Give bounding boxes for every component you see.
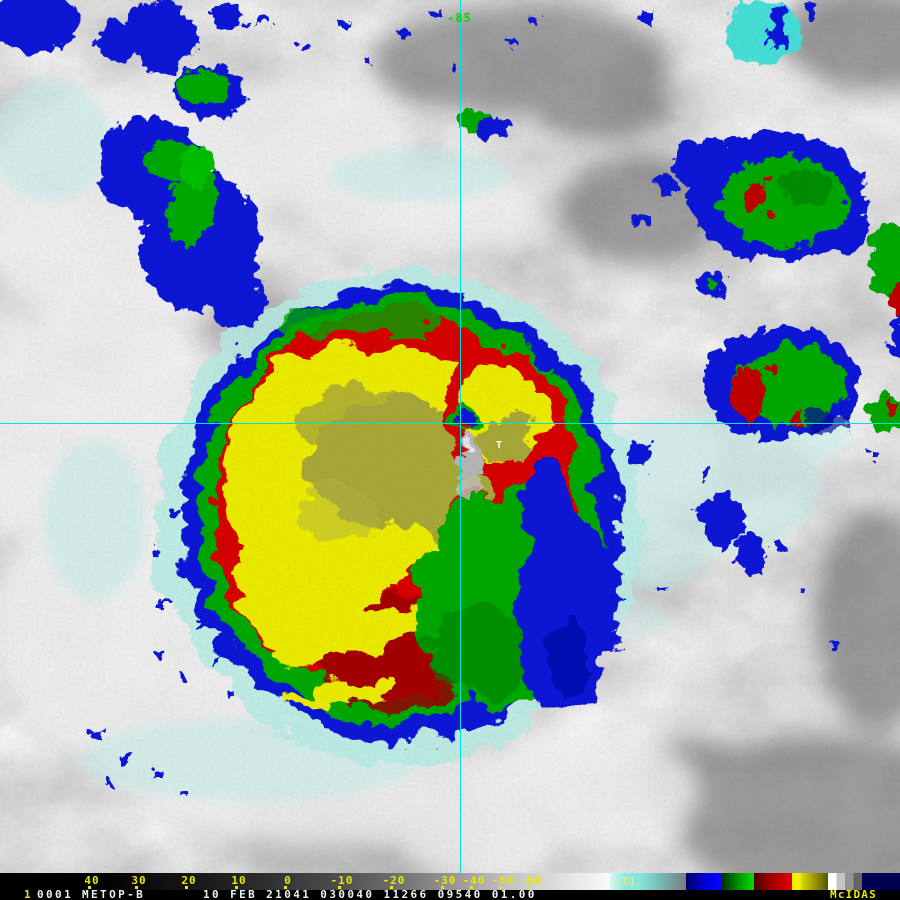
image-info: 10 FEB 21041 030040 11266 09540 01.00 xyxy=(203,888,537,900)
color-scale-segment xyxy=(792,873,801,890)
color-scale-tick-mark xyxy=(527,886,530,889)
color-scale-tick-mark xyxy=(390,886,393,889)
satellite-name: METOP-B xyxy=(82,888,146,900)
color-scale-tick-mark xyxy=(284,886,287,889)
color-scale-tick-mark xyxy=(470,886,473,889)
status-bar: 1 0001 METOP-B 10 FEB 21041 030040 11266… xyxy=(0,888,900,900)
color-scale-tick-mark xyxy=(441,886,444,889)
cursor-hline xyxy=(0,423,900,424)
color-scale-tick-label: -40 xyxy=(462,874,486,887)
color-scale-segment xyxy=(801,873,828,890)
color-scale-unit-label: (C) xyxy=(616,875,636,888)
color-scale-segment xyxy=(686,873,722,890)
color-scale-tick-mark xyxy=(88,886,91,889)
color-scale-tick-label: -20 xyxy=(382,874,406,887)
color-scale-tick-label: -10 xyxy=(330,874,354,887)
frame-number: 1 xyxy=(24,888,34,900)
color-scale-segment xyxy=(0,873,100,890)
color-scale-tick-label: 20 xyxy=(181,874,197,887)
mcidas-label: McIDAS xyxy=(830,888,877,900)
color-scale-bar: 40 30 20 10 0 -10 -20 -30 -40 -50 -60 (C) xyxy=(0,873,900,890)
color-scale-tick-mark xyxy=(499,886,502,889)
color-scale-tick-label: -30 xyxy=(433,874,457,887)
color-scale-segment xyxy=(862,873,900,890)
color-scale-segment xyxy=(722,873,754,890)
color-scale-tick-mark xyxy=(135,886,138,889)
color-scale-segment xyxy=(610,873,686,890)
color-scale-segment xyxy=(754,873,792,890)
color-scale-tick-label: 40 xyxy=(84,874,100,887)
station-marker: T xyxy=(496,440,503,451)
color-scale-tick-label: 10 xyxy=(231,874,247,887)
cursor-vline xyxy=(460,0,461,873)
color-scale-segment xyxy=(828,873,862,890)
color-scale-tick-mark xyxy=(338,886,341,889)
satellite-image-display[interactable]: -85 T xyxy=(0,0,900,873)
color-scale-tick-label: -50 xyxy=(491,874,515,887)
color-scale-tick-mark xyxy=(235,886,238,889)
satellite-ir-image xyxy=(0,0,900,873)
color-scale-tick-label: 0 xyxy=(284,874,292,887)
image-id: 0001 xyxy=(37,888,74,900)
color-scale-tick-label: -60 xyxy=(519,874,543,887)
color-scale-segment xyxy=(100,873,610,890)
color-scale-tick-mark xyxy=(185,886,188,889)
color-scale-tick-label: 30 xyxy=(131,874,147,887)
temperature-readout: -85 xyxy=(447,11,472,25)
